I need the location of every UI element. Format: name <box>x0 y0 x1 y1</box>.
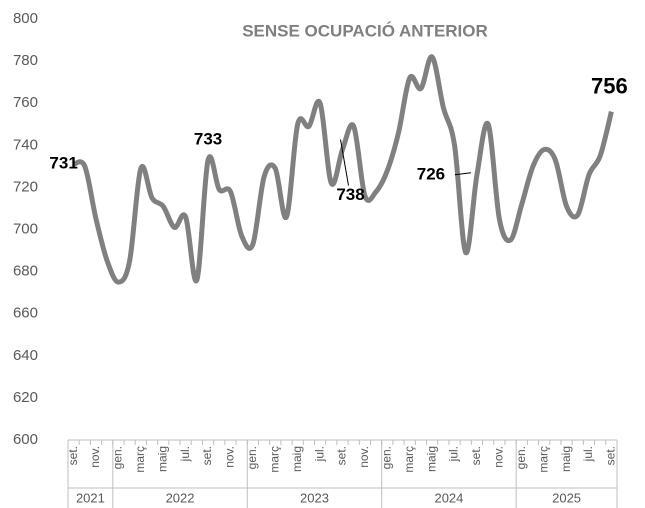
x-tick-label: set. <box>200 446 214 465</box>
data-label: 733 <box>194 130 222 149</box>
x-tick-label: març <box>267 446 281 473</box>
y-tick-label: 620 <box>13 389 38 406</box>
year-label: 2022 <box>166 490 195 505</box>
x-tick-label: nov. <box>223 446 237 468</box>
y-tick-label: 660 <box>13 305 38 322</box>
data-label: 738 <box>336 185 364 204</box>
x-tick-label: maig <box>155 446 169 472</box>
x-tick-label: set. <box>604 446 618 465</box>
year-label: 2025 <box>552 490 581 505</box>
label-leader <box>340 139 349 186</box>
y-tick-label: 780 <box>13 52 38 69</box>
year-label: 2021 <box>76 490 105 505</box>
x-tick-label: gen. <box>111 446 125 469</box>
x-tick-label: nov. <box>357 446 371 468</box>
x-tick-label: jul. <box>581 446 595 462</box>
y-tick-label: 760 <box>13 94 38 111</box>
x-tick-label: nov. <box>492 446 506 468</box>
x-tick-label: set. <box>335 446 349 465</box>
x-tick-label: gen. <box>245 446 259 469</box>
x-tick-label: set. <box>469 446 483 465</box>
x-tick-label: març <box>536 446 550 473</box>
y-tick-label: 740 <box>13 136 38 153</box>
x-tick-label: gen. <box>379 446 393 469</box>
x-tick-label: jul. <box>178 446 192 462</box>
chart-title: SENSE OCUPACIÓ ANTERIOR <box>242 21 488 40</box>
x-tick-label: març <box>402 446 416 473</box>
y-tick-label: 700 <box>13 220 38 237</box>
data-label: 731 <box>49 154 77 173</box>
x-tick-label: gen. <box>514 446 528 469</box>
year-label: 2023 <box>300 490 329 505</box>
y-tick-label: 800 <box>13 10 38 27</box>
x-tick-label: jul. <box>447 446 461 462</box>
year-label: 2024 <box>434 490 463 505</box>
x-tick-label: maig <box>424 446 438 472</box>
x-tick-label: set. <box>66 446 80 465</box>
y-tick-label: 640 <box>13 347 38 364</box>
x-tick-label: maig <box>559 446 573 472</box>
y-tick-label: 720 <box>13 178 38 195</box>
label-leader <box>454 172 472 176</box>
y-tick-label: 680 <box>13 263 38 280</box>
data-label: 756 <box>591 73 628 98</box>
y-tick-label: 600 <box>13 431 38 448</box>
x-tick-label: nov. <box>88 446 102 468</box>
line <box>73 54 614 285</box>
x-tick-label: jul. <box>312 446 326 462</box>
x-tick-label: maig <box>290 446 304 472</box>
x-tick-label: març <box>133 446 147 473</box>
data-label: 726 <box>417 164 445 183</box>
